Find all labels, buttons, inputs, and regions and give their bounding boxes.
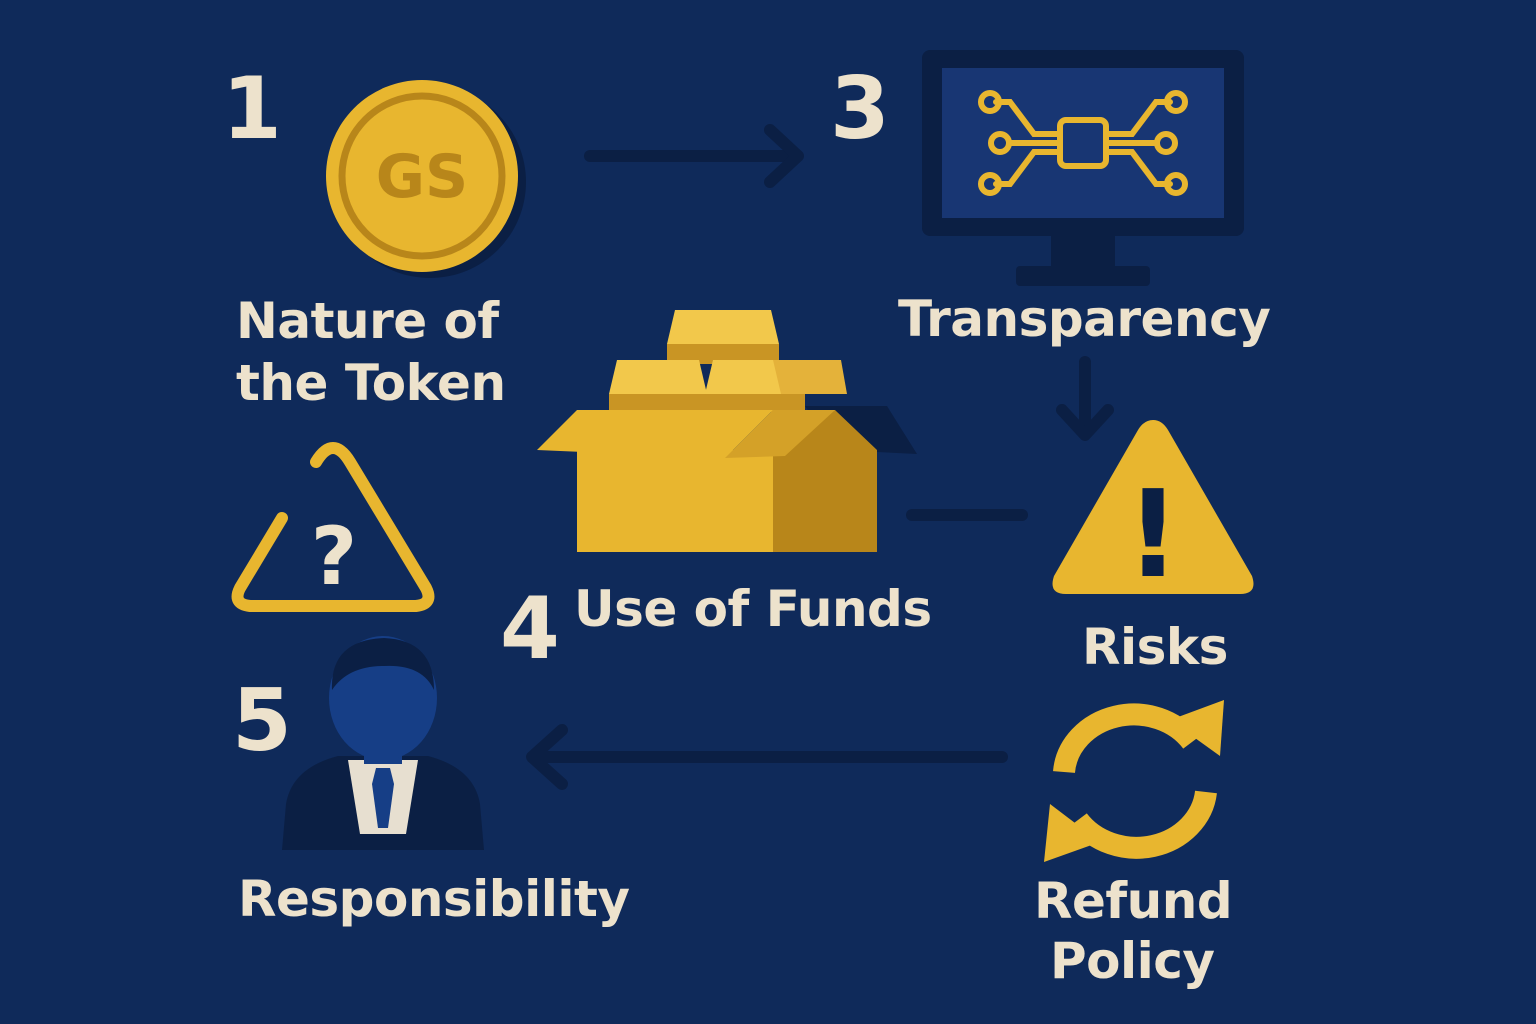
arrow-refund-to-responsibility — [526, 724, 1008, 790]
question-triangle-icon: ? — [231, 442, 435, 612]
label-transparency: Transparency — [898, 290, 1271, 348]
exclamation-mark: ! — [1126, 466, 1181, 600]
label-refund-line1: Refund — [1034, 872, 1233, 930]
monitor-network-icon — [922, 50, 1244, 286]
label-use-of-funds: Use of Funds — [574, 580, 932, 638]
label-refund-line2: Policy — [1050, 932, 1215, 990]
step-number-5: 5 — [232, 671, 292, 771]
refresh-icon — [1044, 700, 1224, 862]
gold-box-icon — [537, 310, 917, 552]
question-mark: ? — [311, 510, 357, 603]
gs-coin-icon: GS — [326, 80, 526, 278]
step-number-1: 1 — [222, 59, 282, 159]
step-number-3: 3 — [830, 59, 890, 159]
label-nature-line2: the Token — [236, 354, 506, 412]
label-nature-line1: Nature of — [236, 292, 499, 350]
arrow-nature-to-transparency — [584, 124, 804, 188]
coin-text: GS — [376, 142, 468, 212]
label-risks: Risks — [1082, 618, 1228, 676]
step-number-4: 4 — [500, 579, 560, 679]
arrow-transparency-to-risks — [1056, 356, 1114, 441]
businessman-icon — [282, 636, 484, 850]
warning-icon: ! — [1052, 420, 1254, 600]
label-responsibility: Responsibility — [238, 870, 630, 928]
